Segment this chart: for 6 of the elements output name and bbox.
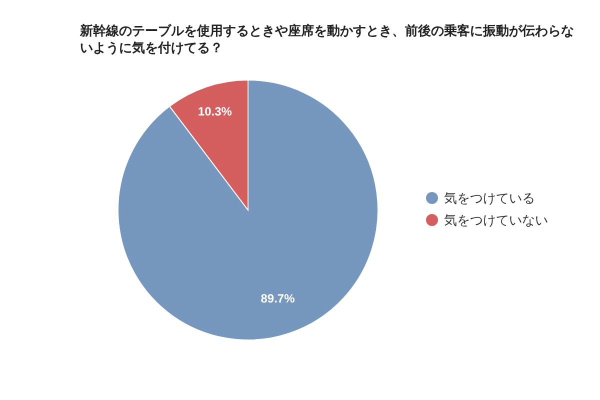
data-label: 10.3% [198,104,232,118]
legend-label: 気をつけている [444,190,535,206]
pie-slice [118,80,378,340]
data-label: 89.7% [260,292,296,306]
legend-label: 気をつけていない [444,212,548,228]
chart-title: 新幹線のテーブルを使用するときや座席を動かすとき、前後の乗客に振動が伝わらないように気を付けてる？ [80,22,575,56]
